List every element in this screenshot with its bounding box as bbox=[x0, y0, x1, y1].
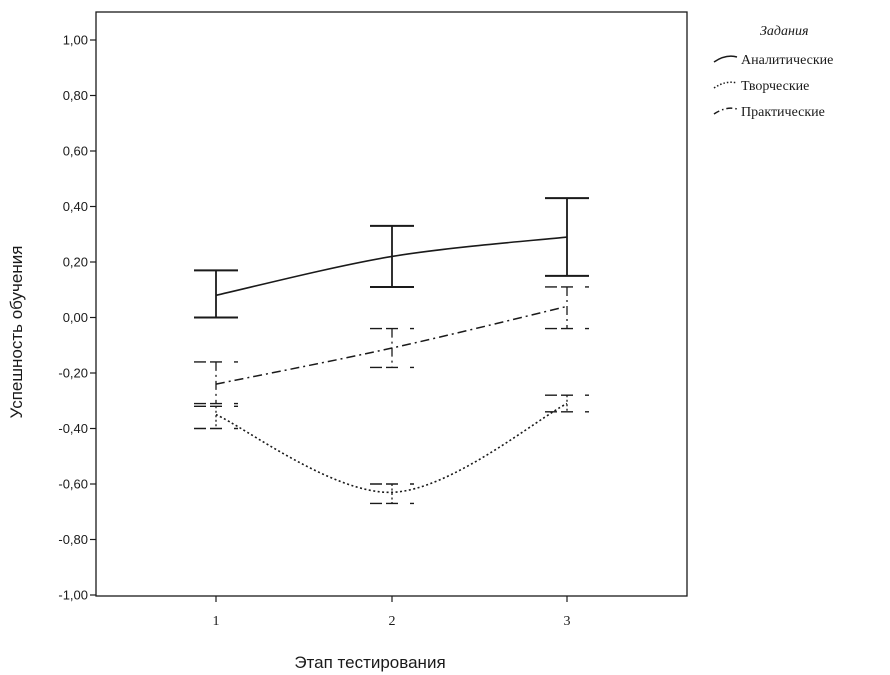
series-layer bbox=[194, 197, 589, 505]
legend-title: Задания bbox=[760, 24, 808, 39]
y-tick-label: -1,00 bbox=[58, 588, 88, 603]
y-tick-label: -0,40 bbox=[58, 421, 88, 436]
y-tick-label: -0,20 bbox=[58, 366, 88, 381]
x-tick-label: 3 bbox=[564, 614, 571, 629]
y-tick-label: 0,60 bbox=[63, 144, 88, 159]
legend-swatch bbox=[713, 55, 738, 63]
y-tick-label: -0,80 bbox=[58, 532, 88, 547]
legend-swatch bbox=[713, 81, 738, 89]
x-axis: 1 2 3 bbox=[213, 596, 571, 629]
y-tick-label: 0,20 bbox=[63, 255, 88, 270]
legend-label: Аналитические bbox=[741, 53, 833, 68]
x-tick-label: 2 bbox=[389, 614, 396, 629]
y-tick-label: 0,40 bbox=[63, 199, 88, 214]
y-tick-label: -0,60 bbox=[58, 477, 88, 492]
plot-frame bbox=[95, 11, 688, 597]
series-line bbox=[215, 402, 568, 494]
series-line bbox=[215, 305, 568, 385]
x-tick-label: 1 bbox=[213, 614, 220, 629]
y-axis: 1,00 0,80 0,60 0,40 0,20 0,00 -0,20 -0,40 -0,60 -… bbox=[58, 33, 96, 603]
x-axis-title: Этап тестирования bbox=[294, 653, 445, 672]
legend-label: Практические bbox=[741, 105, 825, 120]
legend: Задания Аналитические Творческие Практичес… bbox=[713, 24, 833, 120]
legend-label: Творческие bbox=[741, 79, 809, 94]
legend-swatch bbox=[713, 107, 738, 115]
y-tick-label: 0,80 bbox=[63, 88, 88, 103]
y-tick-label: 0,00 bbox=[63, 310, 88, 325]
y-axis-title: Успешность обучения bbox=[7, 246, 26, 419]
y-tick-label: 1,00 bbox=[63, 33, 88, 48]
